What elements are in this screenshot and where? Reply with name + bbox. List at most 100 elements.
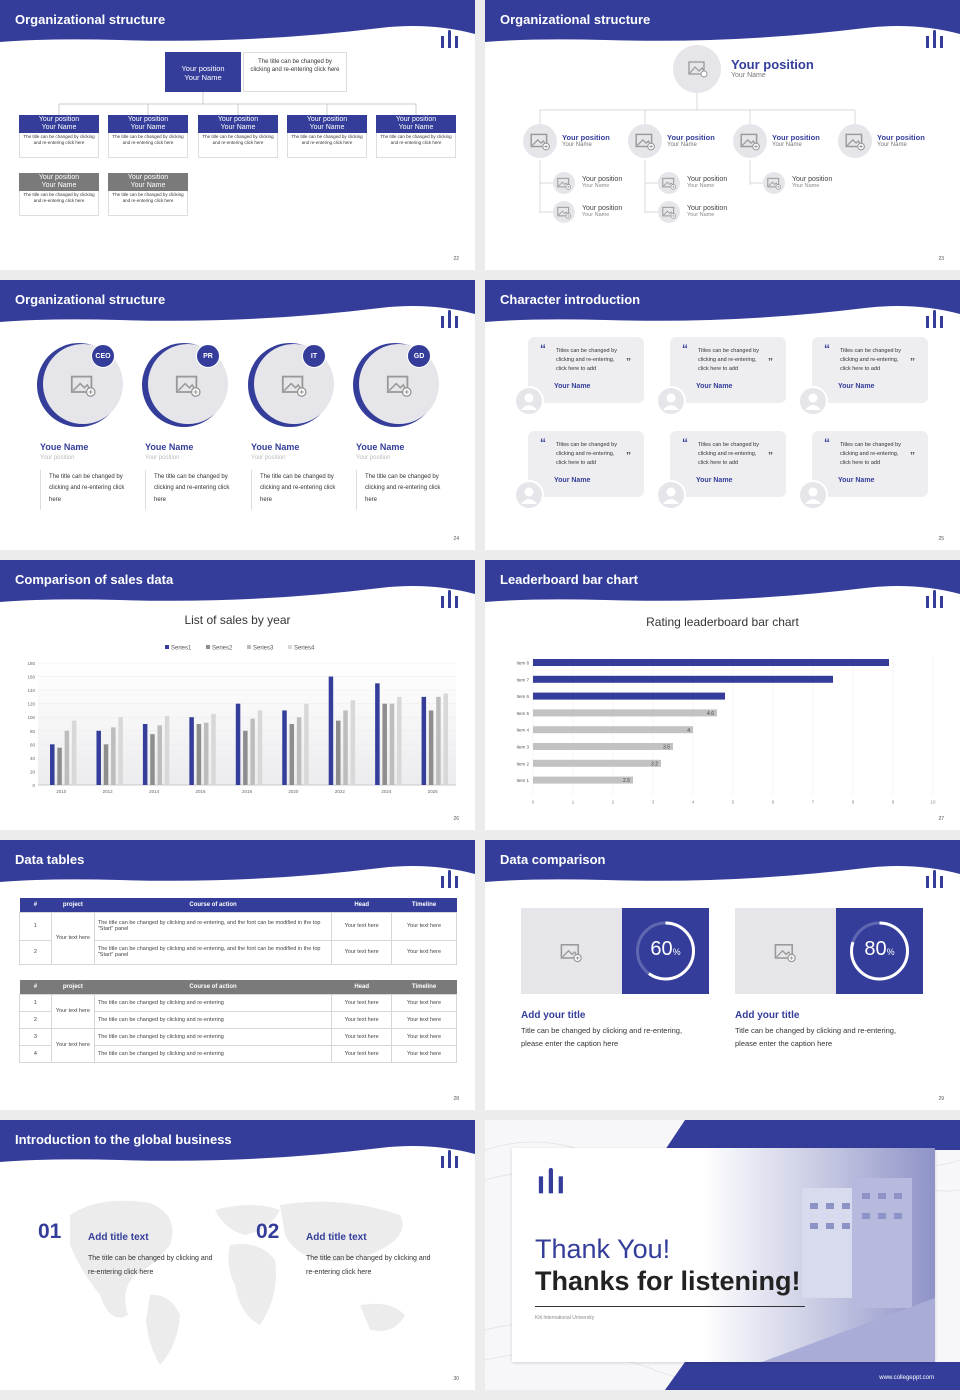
slide-title: Organizational structure bbox=[15, 292, 166, 307]
slide-30: Introduction to the global business 01 A… bbox=[0, 1120, 475, 1390]
quote-card bbox=[812, 337, 928, 403]
x-tick-label: 2 bbox=[612, 799, 615, 804]
slide-title: Organizational structure bbox=[15, 12, 166, 27]
open-quote-icon: “ bbox=[824, 342, 830, 356]
sub-position-label: Your position Your Name bbox=[687, 176, 728, 189]
page-number: 24 bbox=[453, 536, 459, 542]
open-quote-icon: “ bbox=[540, 436, 546, 450]
bar bbox=[111, 727, 116, 785]
university-logo-icon bbox=[926, 590, 943, 608]
close-quote-icon: ” bbox=[626, 451, 631, 462]
quote-card bbox=[670, 337, 786, 403]
slide-25: Character introduction “ ” Titles can be… bbox=[485, 280, 960, 550]
slide-29: Data comparison 60% Add your title Title… bbox=[485, 840, 960, 1110]
sub-avatar-placeholder bbox=[658, 172, 680, 194]
page-number: 28 bbox=[453, 1096, 459, 1102]
x-tick-label: 6 bbox=[772, 799, 775, 804]
bar bbox=[343, 710, 348, 785]
legend-swatch bbox=[247, 645, 251, 649]
university-logo-icon bbox=[926, 30, 943, 48]
x-tick-label: 2022 bbox=[335, 789, 346, 794]
world-map-icon bbox=[70, 1200, 405, 1365]
sub-position-label: Your position Your Name bbox=[582, 176, 623, 189]
quote-card bbox=[812, 431, 928, 497]
bar bbox=[164, 715, 170, 785]
slide-24: Organizational structure CEO Youe Name Y… bbox=[0, 280, 475, 550]
position-card: Your position Your Name The title can be … bbox=[108, 115, 188, 158]
col-course: Course of action bbox=[189, 901, 237, 908]
sales-bar-chart: Series1 Series2 Series3 Series4 0 20 40 60 80 100… bbox=[27, 645, 456, 794]
image-placeholder-icon bbox=[386, 375, 412, 397]
x-tick-label: 10 bbox=[930, 799, 936, 804]
image-placeholder-icon bbox=[774, 944, 796, 963]
bar bbox=[157, 725, 163, 785]
slide-header: Leaderboard bar chart bbox=[485, 560, 960, 608]
quote-text: Titles can be changed by clicking and re… bbox=[556, 442, 617, 467]
role-badge: CEO bbox=[91, 344, 115, 368]
bar bbox=[189, 717, 194, 785]
bar bbox=[533, 759, 661, 767]
position-card: Your position Your Name The title can be … bbox=[198, 115, 278, 158]
page-number: 22 bbox=[453, 256, 459, 262]
divider bbox=[40, 470, 41, 510]
university-logo-icon bbox=[441, 590, 458, 608]
image-placeholder bbox=[521, 908, 622, 994]
top-name: Your Name bbox=[731, 72, 766, 79]
position-label: Your position Your Name bbox=[772, 133, 820, 148]
x-tick-label: 2014 bbox=[149, 789, 160, 794]
quote-text: Titles can be changed by clicking and re… bbox=[840, 348, 901, 373]
position-card: Your position Your Name The title can be … bbox=[287, 115, 367, 158]
university-logo-icon bbox=[441, 310, 458, 328]
person-position: Your position bbox=[251, 455, 286, 461]
x-tick-label: 8 bbox=[852, 799, 855, 804]
top-position-card: Your position Your Name bbox=[165, 52, 241, 92]
sub-avatar-placeholder bbox=[763, 172, 785, 194]
sub-position-label: Your position Your Name bbox=[582, 205, 623, 218]
avatar-placeholder bbox=[628, 124, 662, 158]
quote-author: Your Name bbox=[554, 477, 591, 484]
bar bbox=[443, 693, 448, 785]
progress-ring-icon bbox=[636, 921, 695, 981]
avatar-icon bbox=[514, 480, 544, 510]
person-description: The title can be changed by clicking and… bbox=[260, 474, 336, 503]
quote-author: Your Name bbox=[838, 477, 875, 484]
x-tick-label: 4 bbox=[692, 799, 695, 804]
data-table-1: # project Course of action Head Timeline… bbox=[19, 898, 457, 965]
image-placeholder-icon bbox=[635, 133, 655, 151]
page-number: 23 bbox=[938, 256, 944, 262]
person-position: Your position bbox=[145, 455, 180, 461]
bar bbox=[533, 692, 725, 700]
x-tick-label: 5 bbox=[732, 799, 735, 804]
close-quote-icon: ” bbox=[910, 357, 915, 368]
page-number: 25 bbox=[938, 536, 944, 542]
person-name: Youe Name bbox=[356, 442, 405, 452]
bar bbox=[142, 724, 148, 785]
position-card: Your position Your Name The title can be … bbox=[376, 115, 456, 158]
item-title: Add your title bbox=[521, 1010, 586, 1021]
slide-header: Comparison of sales data bbox=[0, 560, 475, 608]
person-position: Your position bbox=[40, 455, 75, 461]
y-tick-label: 40 bbox=[30, 756, 36, 761]
slide-23: Organizational structure Your position Y… bbox=[485, 0, 960, 270]
image-placeholder bbox=[735, 908, 836, 994]
image-placeholder-icon bbox=[557, 206, 571, 219]
sub-avatar-placeholder bbox=[658, 201, 680, 223]
bar bbox=[250, 718, 255, 785]
category-label: Item 7 bbox=[516, 677, 529, 682]
x-tick-label: 2012 bbox=[103, 789, 114, 794]
x-tick-label: 2018 bbox=[242, 789, 253, 794]
close-quote-icon: ” bbox=[910, 451, 915, 462]
image-placeholder-icon bbox=[281, 375, 307, 397]
bar bbox=[533, 776, 633, 784]
data-label: 4.6 bbox=[707, 711, 714, 717]
bar bbox=[382, 703, 387, 785]
page-number: 27 bbox=[938, 816, 944, 822]
avatar-placeholder bbox=[838, 124, 872, 158]
category-label: Item 3 bbox=[516, 745, 529, 750]
legend-swatch bbox=[165, 645, 169, 649]
x-tick-label: 0 bbox=[532, 799, 535, 804]
y-tick-label: 160 bbox=[27, 675, 35, 680]
image-placeholder-icon bbox=[70, 375, 96, 397]
role-badge: GD bbox=[407, 344, 431, 368]
item-description: The title can be changed by clicking and… bbox=[306, 1255, 431, 1276]
